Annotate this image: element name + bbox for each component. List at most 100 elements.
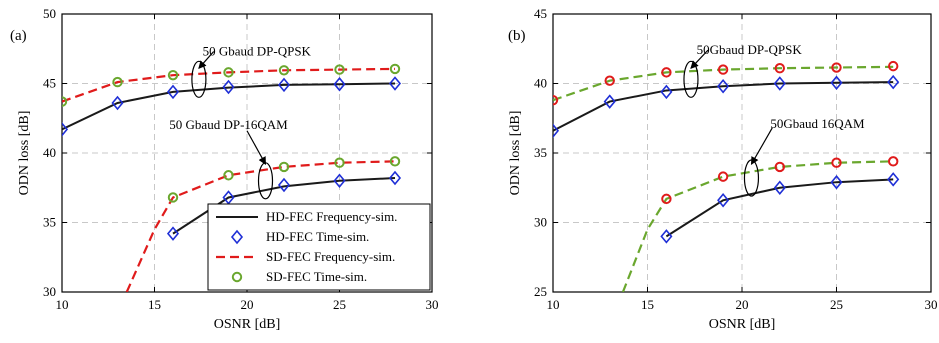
legend-label: HD-FEC Time-sim. [266, 229, 369, 244]
data-point-circle [278, 65, 290, 76]
x-axis-label: OSNR [dB] [214, 317, 281, 332]
data-point-circle [661, 193, 672, 205]
annotation-arrow [750, 127, 773, 165]
x-tick-label: 25 [830, 297, 843, 312]
annotation-ellipse [191, 60, 207, 98]
data-point-diamond [388, 170, 402, 186]
data-point-diamond [660, 229, 673, 244]
y-tick-label: 50 [43, 6, 56, 21]
x-tick-label: 20 [241, 297, 254, 312]
y-tick-label: 40 [534, 76, 547, 91]
data-point-diamond [388, 76, 402, 91]
data-point-circle [167, 192, 179, 203]
x-tick-label: 30 [925, 297, 938, 312]
data-point-diamond [222, 79, 235, 95]
data-point-diamond [222, 190, 235, 205]
data-point-circle [717, 171, 729, 182]
annotation-arrow [246, 130, 267, 165]
data-point-diamond [830, 174, 843, 190]
data-point-diamond [717, 193, 730, 208]
series-line-qpsk-hd-line [553, 81, 894, 132]
x-tick-label: 15 [641, 297, 654, 312]
data-point-diamond [333, 173, 346, 189]
data-point-diamond [887, 74, 900, 90]
data-point-circle [223, 170, 234, 181]
y-tick-label: 45 [534, 6, 547, 21]
series-line-16qam-hd-line [665, 178, 894, 238]
y-tick-label: 25 [534, 284, 547, 299]
data-point-circle [717, 64, 729, 75]
data-point-circle [888, 60, 899, 72]
annotation-arrow [690, 49, 709, 69]
series-line-qpsk-sd-line [62, 67, 396, 103]
data-point-diamond [277, 77, 291, 93]
annotation-ellipse [683, 60, 699, 98]
y-tick-label: 30 [534, 215, 547, 230]
data-point-circle [62, 96, 68, 107]
panel-0: 10 15 20 25 30 30 35 40 45 50 OSNR [dB] ODN loss [d… [10, 6, 439, 332]
legend-label: SD-FEC Time-sim. [266, 269, 367, 284]
data-point-circle [112, 76, 123, 88]
x-tick-label: 10 [56, 297, 69, 312]
legend-swatch-diamond [230, 229, 244, 245]
x-tick-label: 10 [547, 297, 560, 312]
data-point-diamond [887, 172, 900, 187]
panel-label: (a) [10, 28, 27, 44]
data-point-circle [888, 156, 899, 167]
data-point-circle [604, 75, 615, 86]
annotation-label: 50Gbaud 16QAM [770, 116, 865, 131]
data-point-circle [334, 64, 345, 75]
annotation-ellipse [743, 159, 760, 197]
x-tick-label: 15 [148, 297, 161, 312]
data-point-diamond [553, 123, 560, 139]
annotation-label: 50 Gbaud DP-QPSK [203, 44, 312, 59]
data-point-circle [661, 67, 672, 78]
data-point-diamond [166, 84, 180, 100]
plot-area [553, 60, 900, 292]
series-line-qpsk-hd-line [62, 82, 396, 131]
data-point-circle [831, 62, 842, 73]
data-point-circle [389, 156, 401, 167]
data-point-diamond [773, 76, 786, 91]
legend-swatch-circle [231, 271, 243, 283]
y-tick-label: 45 [43, 76, 56, 91]
data-point-diamond [277, 177, 291, 193]
data-point-circle [389, 63, 401, 75]
axes-frame [552, 13, 932, 293]
data-point-diamond [773, 180, 786, 195]
y-axis-label: ODN loss [dB] [17, 111, 32, 196]
x-tick-label: 30 [426, 297, 439, 312]
legend-label: HD-FEC Frequency-sim. [266, 209, 397, 224]
y-tick-label: 35 [534, 145, 547, 160]
x-axis-label: OSNR [dB] [709, 317, 776, 332]
y-tick-label: 35 [43, 215, 56, 230]
x-tick-label: 20 [736, 297, 749, 312]
y-tick-label: 30 [43, 284, 56, 299]
data-point-diamond [717, 79, 730, 94]
data-point-diamond [111, 95, 124, 111]
axes-frame [61, 13, 433, 293]
data-point-diamond [660, 84, 673, 100]
data-point-circle [831, 157, 842, 168]
x-tick-label: 25 [333, 297, 346, 312]
y-axis-label: ODN loss [dB] [508, 111, 523, 196]
data-point-circle [167, 69, 179, 81]
data-point-diamond [62, 122, 69, 137]
panel-1: 10 15 20 25 30 25 30 35 40 45 OSNR [dB] ODN loss [d… [508, 6, 938, 332]
data-point-circle [774, 63, 785, 74]
data-point-diamond [603, 94, 616, 109]
data-point-diamond [333, 76, 346, 92]
annotation-arrow [198, 51, 215, 69]
panel-label: (b) [508, 28, 526, 44]
data-point-circle [334, 157, 345, 168]
legend-box [207, 203, 431, 291]
legend-label: SD-FEC Frequency-sim. [266, 249, 395, 264]
data-point-circle [223, 67, 234, 78]
data-point-diamond [166, 226, 180, 241]
data-point-circle [553, 94, 559, 106]
data-point-diamond [830, 75, 843, 91]
data-point-circle [278, 161, 290, 173]
series-line-qpsk-sd-line [553, 65, 894, 102]
annotation-ellipse [257, 162, 274, 200]
